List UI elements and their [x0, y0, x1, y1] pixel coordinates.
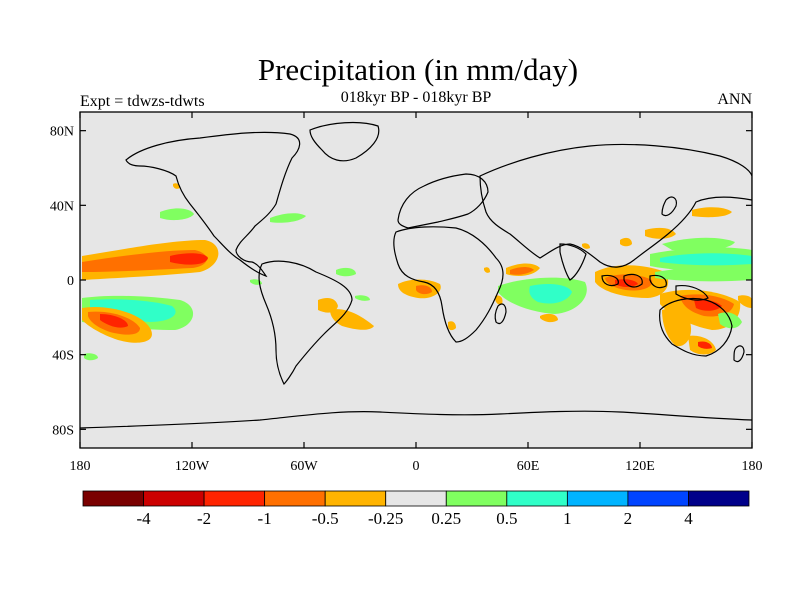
map-subtitle: 018kyr BP - 018kyr BP — [340, 89, 492, 106]
colorbar-swatch — [324, 490, 387, 507]
lon-tick-label: 60E — [517, 459, 540, 474]
lat-tick-label: 0 — [67, 274, 74, 289]
colorbar-label: 2 — [624, 509, 633, 528]
colorbar-swatch — [385, 490, 447, 507]
colorbar-swatch — [688, 490, 750, 507]
colorbar-label: -0.5 — [312, 509, 339, 528]
lon-tick-label: 180 — [70, 459, 91, 474]
colorbar: -4 -2 -1 -0.5 -0.25 0.25 0.5 1 2 4 — [82, 490, 750, 528]
map-title: Precipitation (in mm/day) — [257, 52, 579, 87]
colorbar-swatch — [82, 490, 144, 507]
colorbar-label: 1 — [563, 509, 572, 528]
colorbar-swatch — [264, 490, 326, 507]
longitude-axis: 180 120W 60W 0 60E 120E 180 — [70, 112, 763, 474]
lon-tick-label: 0 — [413, 459, 420, 474]
experiment-label: Expt = tdwzs-tdwts — [80, 93, 205, 110]
colorbar-label: -4 — [136, 509, 151, 528]
colorbar-swatch — [445, 490, 508, 507]
colorbar-label: 4 — [684, 509, 693, 528]
lon-tick-label: 120W — [175, 459, 210, 474]
colorbar-swatch — [143, 490, 205, 507]
colorbar-label: 0.25 — [431, 509, 461, 528]
coastlines — [80, 121, 752, 429]
colorbar-swatch — [627, 490, 689, 507]
colorbar-label: -2 — [197, 509, 211, 528]
colorbar-swatch — [203, 490, 266, 507]
lon-tick-label: 180 — [742, 459, 763, 474]
lat-tick-label: 40S — [52, 349, 74, 364]
lat-tick-label: 80S — [52, 423, 74, 438]
lon-tick-label: 120E — [625, 459, 655, 474]
colorbar-label: -0.25 — [368, 509, 403, 528]
latitude-axis: 80N 40N 0 40S 80S — [50, 125, 752, 438]
colorbar-label: -1 — [258, 509, 272, 528]
colorbar-swatch — [566, 490, 629, 507]
lon-tick-label: 60W — [290, 459, 318, 474]
lat-tick-label: 40N — [50, 199, 74, 214]
lat-tick-label: 80N — [50, 125, 74, 140]
colorbar-label: 0.5 — [496, 509, 517, 528]
season-label: ANN — [717, 91, 752, 108]
colorbar-swatch — [506, 490, 568, 507]
